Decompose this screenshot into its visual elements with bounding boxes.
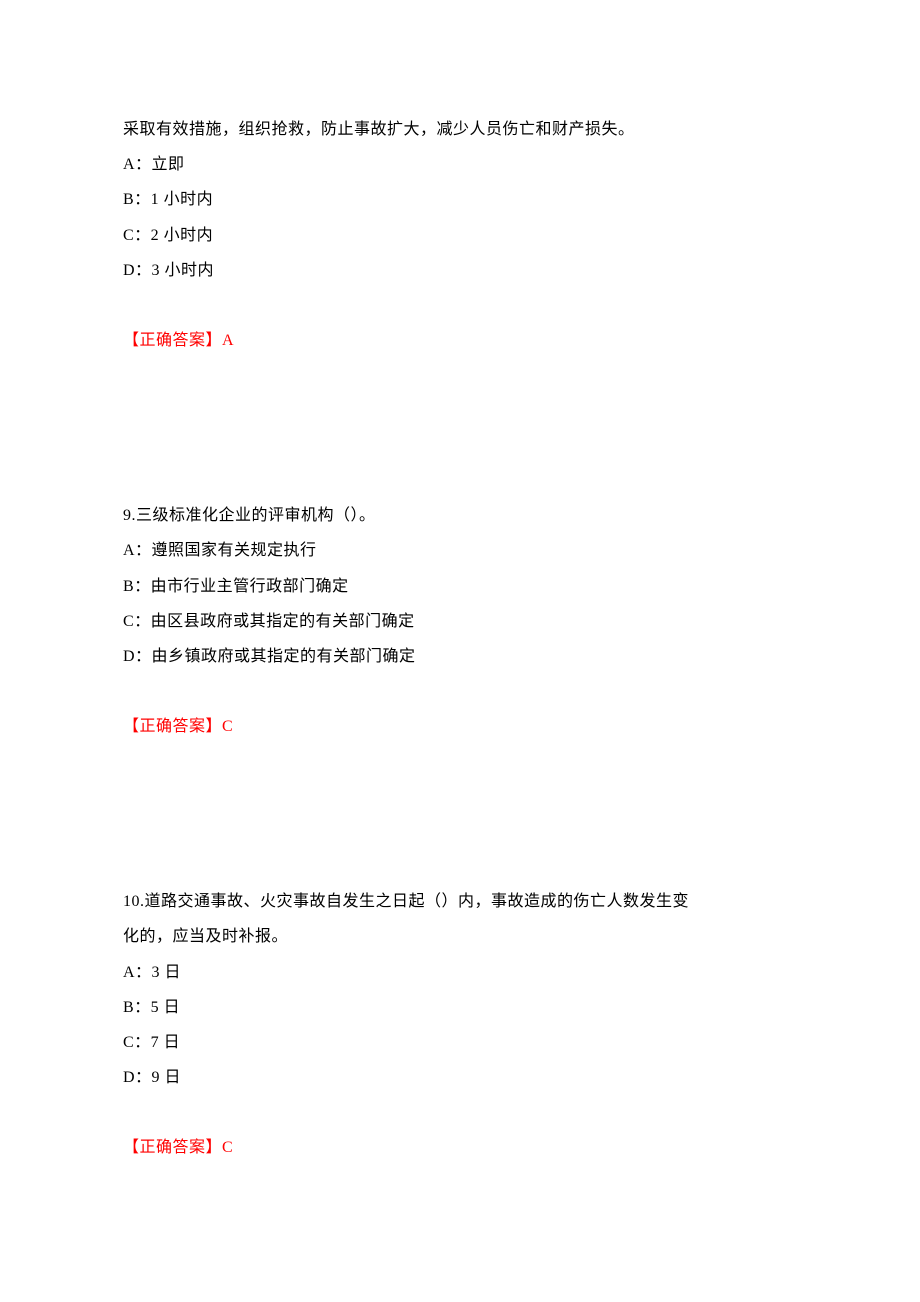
- answer-label: 【正确答案】: [123, 332, 222, 349]
- spacer: [123, 288, 797, 323]
- q8-option-a: A：立即: [123, 147, 797, 182]
- q10-option-c: C：7 日: [123, 1025, 797, 1060]
- spacer: [123, 674, 797, 709]
- q9-option-c: C：由区县政府或其指定的有关部门确定: [123, 604, 797, 639]
- q8-answer: 【正确答案】A: [123, 323, 797, 358]
- q10-option-d: D：9 日: [123, 1060, 797, 1095]
- answer-value: C: [222, 1139, 233, 1156]
- q8-option-d: D：3 小时内: [123, 253, 797, 288]
- q10-option-a: A：3 日: [123, 955, 797, 990]
- answer-label: 【正确答案】: [123, 1139, 222, 1156]
- spacer: [123, 1095, 797, 1130]
- q10-stem-line1: 10.道路交通事故、火灾事故自发生之日起（）内，事故造成的伤亡人数发生变: [123, 884, 797, 919]
- q8-option-c: C：2 小时内: [123, 218, 797, 253]
- q10-option-b: B：5 日: [123, 990, 797, 1025]
- document-content: 采取有效措施，组织抢救，防止事故扩大，减少人员伤亡和财产损失。 A：立即 B：1…: [0, 0, 920, 1166]
- q8-stem-partial: 采取有效措施，组织抢救，防止事故扩大，减少人员伤亡和财产损失。: [123, 112, 797, 147]
- answer-value: A: [222, 332, 234, 349]
- q10-stem-line2: 化的，应当及时补报。: [123, 919, 797, 954]
- q9-option-a: A：遵照国家有关规定执行: [123, 533, 797, 568]
- answer-value: C: [222, 718, 233, 735]
- q9-answer: 【正确答案】C: [123, 709, 797, 744]
- q9-stem: 9.三级标准化企业的评审机构（）。: [123, 498, 797, 533]
- answer-label: 【正确答案】: [123, 718, 222, 735]
- q9-option-b: B：由市行业主管行政部门确定: [123, 569, 797, 604]
- q8-option-b: B：1 小时内: [123, 182, 797, 217]
- q9-option-d: D：由乡镇政府或其指定的有关部门确定: [123, 639, 797, 674]
- q10-answer: 【正确答案】C: [123, 1130, 797, 1165]
- spacer: [123, 744, 797, 884]
- spacer: [123, 358, 797, 498]
